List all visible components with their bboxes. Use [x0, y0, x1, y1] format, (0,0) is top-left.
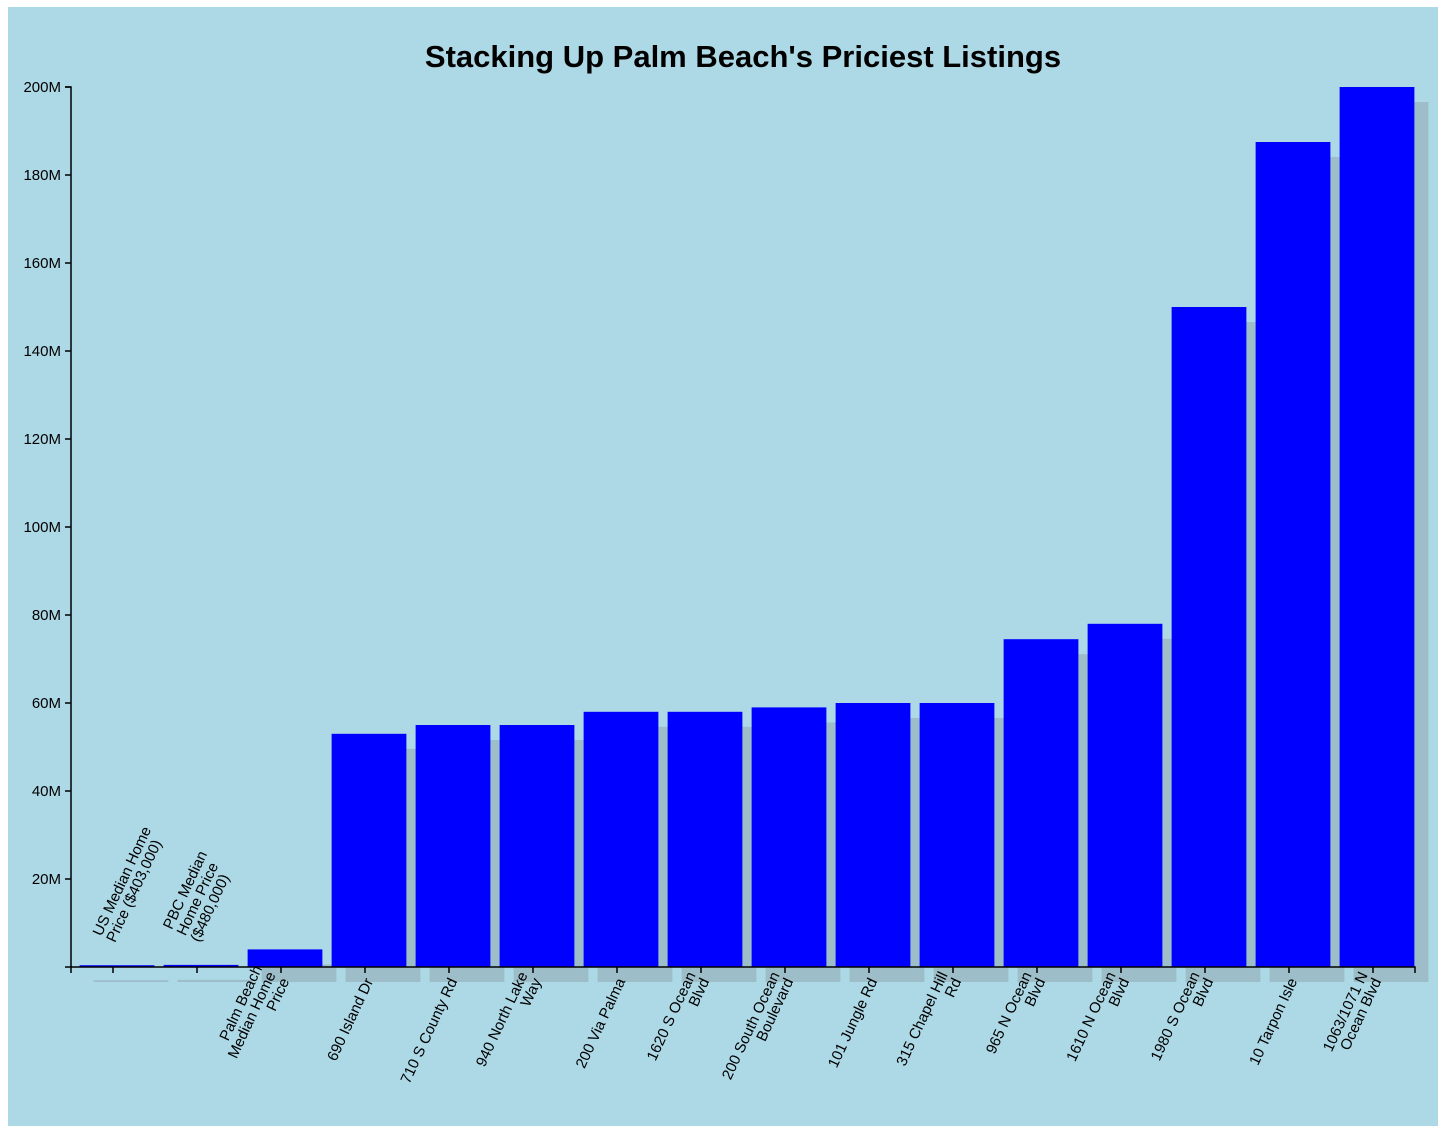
chart-frame: Stacking Up Palm Beach's Priciest Listin… — [8, 7, 1438, 1126]
bar — [583, 711, 659, 967]
x-tick-label: Rd — [942, 976, 966, 1001]
bars — [79, 87, 1415, 967]
x-tick-label: 10 Tarpon Isle — [1246, 976, 1301, 1068]
x-tick-label: 690 Island Dr — [324, 976, 377, 1064]
y-tick-label: 100M — [23, 519, 61, 536]
bar — [163, 964, 239, 967]
bar — [835, 703, 911, 967]
x-tick-label-group: 101 Jungle Rd — [825, 976, 881, 1071]
y-tick-label: 140M — [23, 343, 61, 360]
y-tick-label: 180M — [23, 167, 61, 184]
x-axis — [70, 966, 1416, 973]
bar — [1171, 307, 1247, 967]
y-tick-label: 80M — [32, 607, 61, 624]
bar — [1339, 87, 1415, 967]
bar — [1003, 639, 1079, 967]
bar-chart: Stacking Up Palm Beach's Priciest Listin… — [23, 39, 1429, 1087]
y-tick-label: 120M — [23, 431, 61, 448]
x-tick-label-group: 200 Via Palma — [573, 975, 630, 1071]
y-tick-label: 60M — [32, 695, 61, 712]
bar-shadow — [93, 980, 169, 982]
bar — [1255, 142, 1331, 967]
x-tick-label-group: 690 Island Dr — [324, 976, 377, 1064]
x-tick-label-group: 710 S County Rd — [397, 976, 461, 1087]
x-tick-label: 101 Jungle Rd — [825, 976, 881, 1071]
chart-title: Stacking Up Palm Beach's Priciest Listin… — [425, 39, 1061, 74]
bar — [1087, 623, 1163, 967]
bar — [499, 725, 575, 967]
y-axis: 20M 40M 60M 80M 100M 120M 140M 160M 180M 200M — [23, 79, 72, 968]
x-tick-label: 1980 S Ocean — [1148, 969, 1204, 1063]
x-tick-label: 1610 N Ocean — [1063, 969, 1119, 1064]
bar — [79, 965, 155, 967]
x-tick-label: 965 N Ocean — [983, 969, 1036, 1056]
x-tick-label-group: 10 Tarpon Isle — [1246, 976, 1301, 1068]
x-tick-label: 1620 S Ocean — [644, 969, 700, 1063]
bar-shadow — [177, 979, 253, 982]
bar — [751, 707, 827, 967]
y-tick-label: 20M — [32, 871, 61, 888]
x-tick-label: 710 S County Rd — [397, 976, 461, 1087]
x-tick-label: 200 Via Palma — [573, 975, 630, 1071]
y-tick-label: 200M — [23, 79, 61, 96]
x-tick-label: 940 North Lake — [473, 969, 532, 1069]
bar — [331, 733, 407, 967]
bar — [919, 703, 995, 967]
y-tick-label: 160M — [23, 255, 61, 272]
x-tick-label: 315 Chapel Hill — [893, 969, 951, 1068]
bar — [667, 711, 743, 967]
bar — [415, 725, 491, 967]
y-tick-label: 40M — [32, 783, 61, 800]
x-axis-line — [70, 966, 1416, 973]
bar — [247, 949, 323, 967]
